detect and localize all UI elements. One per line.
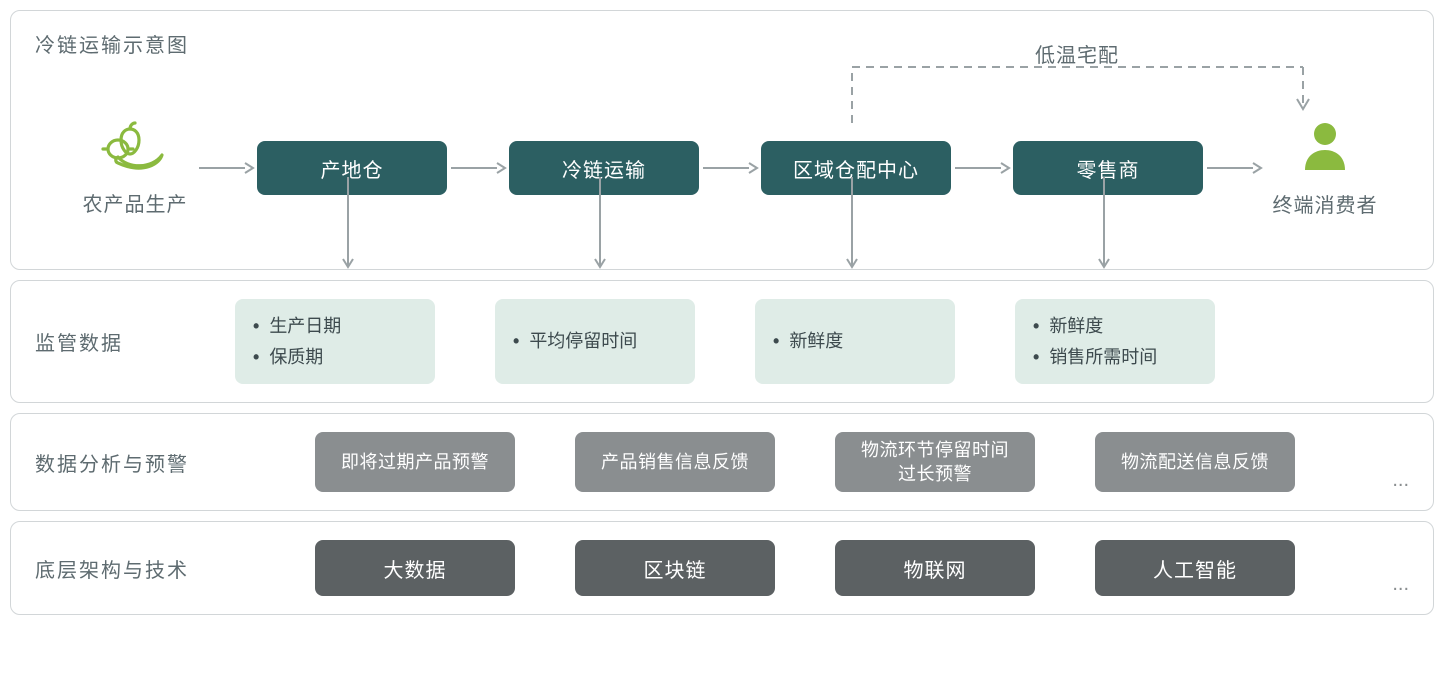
produce-icon bbox=[98, 119, 172, 178]
arrow-icon bbox=[195, 158, 257, 178]
arrow-icon bbox=[951, 158, 1013, 178]
tech-box-0: 大数据 bbox=[315, 540, 515, 596]
arrow-icon bbox=[699, 158, 761, 178]
data-item: 新鲜度 bbox=[1033, 311, 1197, 342]
analysis-box-1: 产品销售信息反馈 bbox=[575, 432, 775, 492]
tech-box-1: 区块链 bbox=[575, 540, 775, 596]
row-0-items: 生产日期保质期平均停留时间新鲜度新鲜度销售所需时间 bbox=[235, 299, 1409, 384]
diagram-title: 冷链运输示意图 bbox=[35, 29, 1409, 58]
ellipsis: ... bbox=[1392, 469, 1409, 492]
row-label-0: 监管数据 bbox=[35, 299, 235, 384]
dashed-route-label: 低温宅配 bbox=[1035, 39, 1119, 68]
analysis-box-0: 即将过期产品预警 bbox=[315, 432, 515, 492]
row-2-items: 大数据 区块链 物联网 人工智能 bbox=[235, 540, 1432, 596]
arrow-icon bbox=[1203, 158, 1265, 178]
flow-node-3: 零售商 bbox=[1013, 141, 1203, 195]
flow-node-0: 产地仓 bbox=[257, 141, 447, 195]
analysis-box-3: 物流配送信息反馈 bbox=[1095, 432, 1295, 492]
arrow-icon bbox=[447, 158, 509, 178]
data-box-2: 新鲜度 bbox=[755, 299, 955, 384]
start-node-label: 农产品生产 bbox=[83, 188, 188, 217]
data-item: 生产日期 bbox=[253, 311, 417, 342]
flow-row: 农产品生产 产地仓 冷链运输 区域仓配中心 零售商 终端消费者 bbox=[35, 118, 1409, 218]
data-item: 平均停留时间 bbox=[513, 326, 677, 357]
data-item: 保质期 bbox=[253, 342, 417, 373]
data-item: 销售所需时间 bbox=[1033, 342, 1197, 373]
end-node: 终端消费者 bbox=[1265, 118, 1385, 218]
row-label-1: 数据分析与预警 bbox=[35, 432, 235, 492]
data-row-section: 监管数据 生产日期保质期平均停留时间新鲜度新鲜度销售所需时间 bbox=[10, 280, 1434, 403]
analysis-box-2: 物流环节停留时间过长预警 bbox=[835, 432, 1035, 492]
analysis-row-section: 数据分析与预警 即将过期产品预警产品销售信息反馈物流环节停留时间过长预警物流配送… bbox=[10, 413, 1434, 511]
ellipsis: ... bbox=[1392, 573, 1409, 596]
tech-box-2: 物联网 bbox=[835, 540, 1035, 596]
start-node: 农产品生产 bbox=[75, 119, 195, 217]
data-item: 新鲜度 bbox=[773, 326, 937, 357]
consumer-icon bbox=[1297, 118, 1353, 179]
tech-box-3: 人工智能 bbox=[1095, 540, 1295, 596]
data-box-3: 新鲜度销售所需时间 bbox=[1015, 299, 1215, 384]
row-label-2: 底层架构与技术 bbox=[35, 540, 235, 596]
end-node-label: 终端消费者 bbox=[1273, 189, 1378, 218]
data-box-0: 生产日期保质期 bbox=[235, 299, 435, 384]
tech-row-section: 底层架构与技术 大数据 区块链 物联网 人工智能 ... bbox=[10, 521, 1434, 615]
data-box-1: 平均停留时间 bbox=[495, 299, 695, 384]
row-1-items: 即将过期产品预警产品销售信息反馈物流环节停留时间过长预警物流配送信息反馈 bbox=[235, 432, 1432, 492]
flow-section: 冷链运输示意图 低温宅配 农产品生产 bbox=[10, 10, 1434, 270]
flow-node-1: 冷链运输 bbox=[509, 141, 699, 195]
flow-node-2: 区域仓配中心 bbox=[761, 141, 951, 195]
